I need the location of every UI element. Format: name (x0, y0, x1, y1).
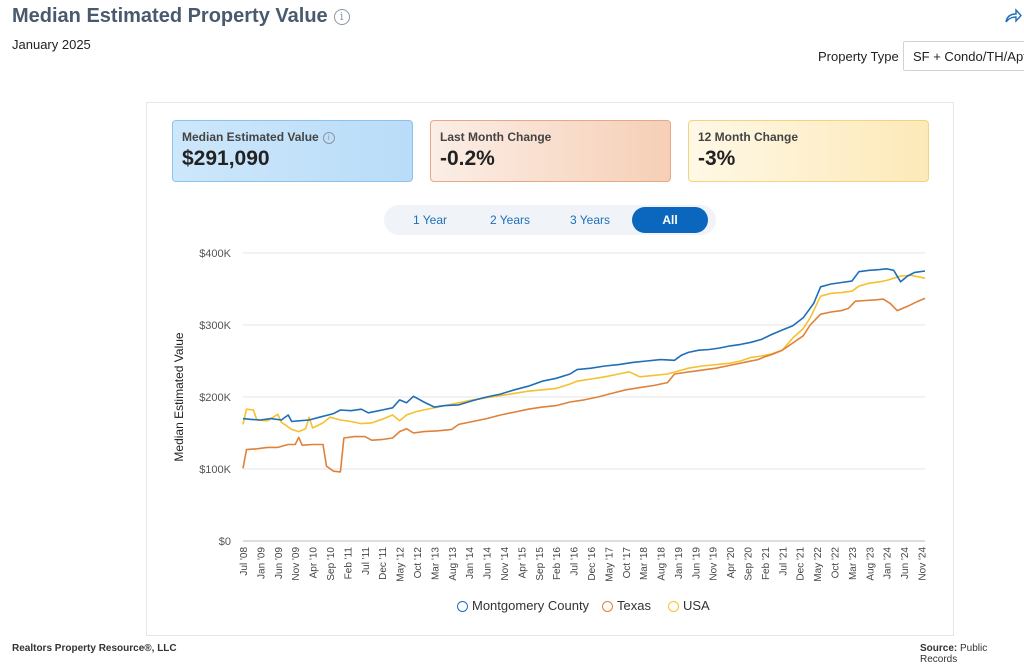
median-value-card: Median Estimated Value i $291,090 (172, 120, 413, 182)
x-tick-label: Sep '15 (535, 547, 546, 581)
x-tick-label: May '12 (396, 547, 407, 582)
footer-credit: Realtors Property Resource®, LLC (12, 643, 177, 654)
median-value: $291,090 (182, 147, 270, 170)
x-tick-label: Jun '09 (274, 547, 285, 579)
tab-1-year[interactable]: 1 Year (412, 213, 448, 227)
x-tick-label: Jun '24 (900, 547, 911, 579)
legend-item-usa[interactable]: USA (668, 598, 710, 613)
x-tick-label: Jul '11 (361, 547, 372, 575)
x-tick-label: Oct '12 (413, 547, 424, 579)
x-tick-label: Dec '16 (587, 547, 598, 581)
tab-all[interactable]: All (632, 207, 708, 233)
x-tick-label: Jul '16 (570, 547, 581, 576)
x-tick-label: Jan '19 (674, 547, 685, 579)
x-tick-label: Feb '21 (761, 547, 772, 580)
x-tick-label: Dec '21 (796, 547, 807, 581)
y-axis-label: Median Estimated Value (172, 332, 186, 462)
x-tick-label: Mar '23 (848, 547, 859, 580)
x-tick-label: Jan '24 (883, 547, 894, 579)
last-month-change-value: -0.2% (440, 147, 495, 170)
y-tick-label: $0 (219, 536, 231, 548)
report-date: January 2025 (12, 37, 91, 52)
x-tick-label: Oct '22 (831, 547, 842, 579)
x-tick-label: Nov '09 (291, 547, 302, 581)
x-tick-label: Jul '08 (239, 547, 250, 576)
x-tick-label: May '17 (604, 547, 615, 582)
twelve-month-change-label: 12 Month Change (698, 130, 799, 144)
x-tick-label: Feb '16 (552, 547, 563, 580)
info-icon[interactable]: i (333, 8, 350, 25)
x-tick-label: Oct '17 (622, 547, 633, 579)
last-month-change-label: Last Month Change (440, 130, 552, 144)
twelve-month-change-card: 12 Month Change -3% (688, 120, 929, 182)
x-tick-label: Mar '13 (430, 547, 441, 580)
last-month-change-card: Last Month Change -0.2% (430, 120, 671, 182)
y-tick-label: $200K (199, 392, 231, 404)
median-value-label: Median Estimated Value (182, 130, 319, 144)
y-tick-label: $300K (199, 320, 231, 332)
property-type-select[interactable]: SF + Condo/TH/Apt (903, 41, 1024, 71)
y-tick-label: $100K (199, 464, 231, 476)
legend-swatch (602, 601, 613, 612)
x-tick-label: Aug '23 (865, 547, 876, 581)
series-line-usa (242, 274, 926, 433)
property-type-label: Property Type (818, 49, 899, 64)
info-icon[interactable]: i (322, 131, 335, 144)
chart-panel (146, 102, 954, 636)
x-tick-label: Nov '19 (709, 547, 720, 581)
tab-3-years[interactable]: 3 Years (569, 213, 611, 227)
x-tick-label: May '22 (813, 547, 824, 582)
x-tick-label: Jul '21 (778, 547, 789, 576)
tab-2-years[interactable]: 2 Years (489, 213, 531, 227)
x-tick-label: Feb '11 (343, 547, 354, 580)
x-tick-label: Apr '15 (517, 547, 528, 579)
x-tick-label: Sep '20 (744, 547, 755, 581)
x-tick-label: Apr '20 (726, 547, 737, 579)
x-tick-label: Dec '11 (378, 547, 389, 580)
series-line-montgomery-county (242, 268, 926, 423)
x-tick-label: Aug '13 (448, 547, 459, 581)
series-line-texas (242, 297, 926, 473)
legend-swatch (668, 601, 679, 612)
x-tick-label: Aug '18 (657, 547, 668, 581)
x-tick-label: Mar '18 (639, 547, 650, 580)
twelve-month-change-value: -3% (698, 147, 736, 170)
time-range-tabs: 1 Year 2 Years 3 Years All (384, 205, 716, 235)
x-tick-label: Nov '24 (918, 547, 929, 581)
x-tick-label: Sep '10 (326, 547, 337, 581)
x-tick-label: Jan '09 (256, 547, 267, 579)
x-tick-label: Jan '14 (465, 547, 476, 579)
share-icon[interactable] (1004, 8, 1022, 24)
y-tick-label: $400K (199, 248, 231, 260)
x-tick-label: Jun '14 (483, 547, 494, 579)
footer-source: Source: Public Records (920, 643, 988, 665)
legend-swatch (457, 601, 468, 612)
legend-item-montgomery[interactable]: Montgomery County (457, 598, 589, 613)
x-tick-label: Apr '10 (309, 547, 320, 579)
page-title: Median Estimated Property Value i (12, 5, 350, 28)
x-tick-label: Nov '14 (500, 547, 511, 581)
legend-item-texas[interactable]: Texas (602, 598, 651, 613)
x-tick-label: Jun '19 (691, 547, 702, 579)
